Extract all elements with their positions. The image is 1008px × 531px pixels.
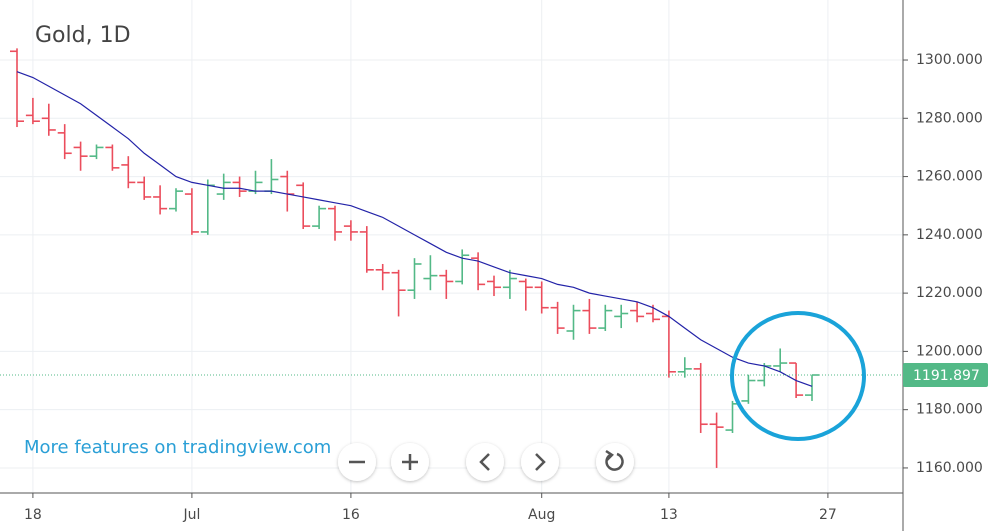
moving-average-line	[16, 71, 813, 387]
y-tick-label: 1280.000	[916, 110, 983, 126]
scroll-left-button[interactable]	[466, 443, 504, 481]
reset-arrow	[605, 449, 614, 461]
x-tick-label: Jul	[182, 507, 200, 523]
right-icon	[535, 453, 546, 471]
y-tick-label: 1300.000	[916, 52, 983, 68]
x-tick-label: Aug	[528, 507, 555, 523]
y-tick-label: 1180.000	[916, 402, 983, 418]
reset-button[interactable]	[596, 443, 634, 481]
y-tick-label: 1220.000	[916, 285, 983, 301]
plus-icon	[402, 454, 418, 470]
last-price-box	[903, 363, 988, 388]
footer-link[interactable]: More features on tradingview.com	[24, 437, 331, 458]
left-icon	[479, 453, 490, 471]
x-tick-label: 18	[24, 507, 42, 523]
highlight-circle	[730, 311, 866, 441]
scroll-right-button[interactable]	[521, 443, 559, 481]
x-tick-label: 16	[342, 507, 360, 523]
x-tick-label: 13	[660, 507, 678, 523]
chart-title: Gold, 1D	[35, 23, 131, 48]
y-tick-label: 1240.000	[916, 227, 983, 243]
x-tick-label: 27	[819, 507, 837, 523]
last-price-label: 1191.897	[913, 368, 980, 384]
y-tick-label: 1200.000	[916, 343, 983, 359]
y-tick-label: 1260.000	[916, 169, 983, 185]
y-tick-label: 1160.000	[916, 460, 983, 476]
